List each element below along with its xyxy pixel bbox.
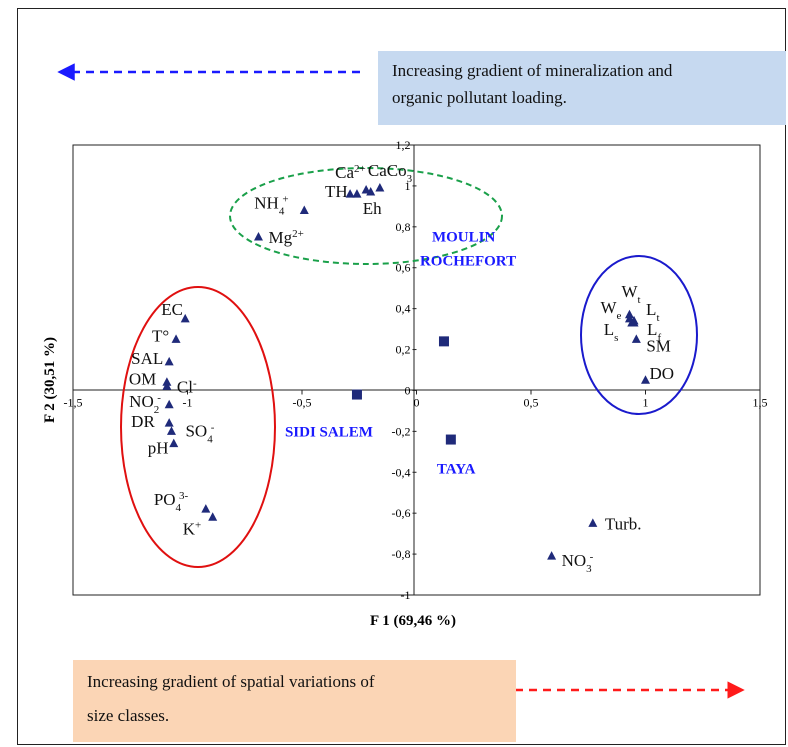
variable-point bbox=[180, 313, 190, 323]
variable-label: NO3- bbox=[562, 551, 594, 575]
site-point bbox=[445, 434, 456, 445]
biplot-chart: -1,5 -1 -0,5 0 0,5 1 1,5 -1 -0,8 -0,6 -0,4 -0,2 0 0,… bbox=[42, 63, 768, 699]
variable-label: DO bbox=[650, 364, 675, 383]
variable-label: Wt bbox=[621, 282, 640, 306]
mineralization-gradient-note: Increasing gradient of mineralization an… bbox=[378, 51, 786, 125]
bottom-note-line-2: size classes. bbox=[87, 706, 170, 725]
variable-label: NH4+ bbox=[254, 193, 288, 217]
x-tick-label: 1,5 bbox=[753, 395, 768, 409]
site-point bbox=[438, 336, 449, 347]
variable-label: TH bbox=[325, 182, 348, 201]
y-tick-label: 0,6 bbox=[396, 261, 411, 275]
x-ticks: -1,5 -1 -0,5 0 0,5 1 1,5 bbox=[64, 390, 768, 409]
variable-label: K+ bbox=[183, 519, 202, 538]
x-tick-label: -1,5 bbox=[64, 395, 83, 409]
y-tick-label: -1 bbox=[401, 588, 411, 602]
x-tick-label: 0,5 bbox=[524, 395, 539, 409]
site-label: ROCHEFORT bbox=[420, 253, 516, 269]
x-axis-label: F 1 (69,46 %) bbox=[370, 613, 456, 629]
variable-label: EC bbox=[161, 300, 183, 319]
variable-label: Mg2+ bbox=[268, 228, 303, 247]
variable-label: Turb. bbox=[605, 514, 642, 533]
site-point bbox=[351, 389, 362, 400]
x-tick-label: -0,5 bbox=[293, 395, 312, 409]
variable-label: PO43- bbox=[154, 490, 189, 514]
y-axis-label: F 2 (30,51 %) bbox=[42, 337, 58, 423]
variable-label: Ls bbox=[604, 320, 619, 344]
blue-ellipse bbox=[580, 255, 698, 415]
variable-point bbox=[345, 189, 355, 198]
y-tick-label: -0,4 bbox=[392, 465, 411, 479]
variable-point bbox=[166, 426, 176, 435]
variable-label: CaCo3 bbox=[368, 161, 413, 185]
site-label: MOULIN bbox=[432, 229, 496, 245]
y-tick-label: 0,8 bbox=[396, 220, 411, 234]
y-tick-label: -0,8 bbox=[392, 547, 411, 561]
variable-label: Ca2+ bbox=[335, 163, 366, 182]
variable-label: Lt bbox=[646, 300, 659, 324]
variable-point bbox=[361, 185, 371, 194]
size-class-gradient-note: Increasing gradient of spatial variation… bbox=[73, 660, 516, 742]
variable-point bbox=[641, 375, 650, 384]
site-label: SIDI SALEM bbox=[285, 425, 373, 441]
variable-label: T° bbox=[152, 326, 169, 345]
variable-label: SO4- bbox=[185, 421, 214, 445]
variable-point bbox=[631, 334, 641, 343]
y-tick-label: -0,2 bbox=[392, 424, 411, 438]
variable-label: OM bbox=[129, 369, 156, 388]
y-tick-label: 0,2 bbox=[396, 343, 411, 357]
site-points: MOULIN ROCHEFORT SIDI SALEM TAYA bbox=[285, 229, 516, 477]
variable-point bbox=[253, 232, 263, 241]
variable-point bbox=[352, 189, 362, 198]
variable-point bbox=[588, 518, 598, 527]
variable-point bbox=[547, 551, 557, 560]
variable-label: Cl- bbox=[177, 377, 197, 396]
top-note-line-2: organic pollutant loading. bbox=[392, 88, 567, 107]
red-ellipse bbox=[120, 286, 276, 568]
y-tick-label: 1,2 bbox=[396, 138, 411, 152]
variable-label: We bbox=[600, 298, 621, 322]
variable-point bbox=[201, 504, 211, 513]
variable-point bbox=[171, 334, 181, 343]
y-ticks: -1 -0,8 -0,6 -0,4 -0,2 0 0,2 0,4 0,6 0,8 1 1,2 bbox=[392, 138, 417, 602]
y-tick-label: 0,4 bbox=[396, 302, 411, 316]
green-ellipse bbox=[229, 167, 503, 265]
variable-point bbox=[169, 438, 179, 448]
x-tick-label: -1 bbox=[183, 395, 193, 409]
variable-label: DR bbox=[131, 412, 155, 431]
variable-point bbox=[164, 399, 174, 409]
site-label: TAYA bbox=[437, 462, 476, 478]
variable-point bbox=[164, 356, 174, 366]
variable-point bbox=[375, 182, 385, 192]
bottom-note-line-1: Increasing gradient of spatial variation… bbox=[87, 672, 375, 691]
variable-point bbox=[164, 418, 174, 427]
variable-label: NO2- bbox=[129, 392, 161, 416]
y-tick-label: 0 bbox=[405, 383, 411, 397]
variable-point bbox=[299, 205, 309, 214]
y-tick-label: 1 bbox=[405, 179, 411, 193]
x-tick-label: 0 bbox=[414, 395, 420, 409]
variable-label: pH bbox=[148, 439, 169, 458]
variable-point bbox=[629, 317, 639, 327]
variable-label: Lf bbox=[647, 320, 661, 344]
variable-label: SM bbox=[646, 336, 671, 355]
variable-point bbox=[162, 381, 172, 390]
top-note-line-1: Increasing gradient of mineralization an… bbox=[392, 61, 673, 80]
x-tick-label: 1 bbox=[643, 395, 649, 409]
variable-label: SAL bbox=[131, 349, 163, 368]
y-tick-label: -0,6 bbox=[392, 506, 411, 520]
variable-point bbox=[366, 187, 376, 196]
figure-frame: -1,5 -1 -0,5 0 0,5 1 1,5 -1 -0,8 -0,6 -0,4 -0,2 0 0,… bbox=[17, 8, 786, 745]
variable-point bbox=[208, 512, 218, 521]
variable-label: Eh bbox=[363, 199, 382, 218]
